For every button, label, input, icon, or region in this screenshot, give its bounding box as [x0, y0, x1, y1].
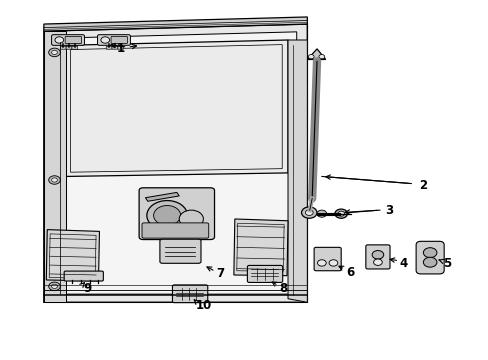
Text: 3: 3 [385, 204, 393, 217]
FancyBboxPatch shape [52, 35, 84, 45]
FancyBboxPatch shape [64, 271, 103, 281]
FancyBboxPatch shape [142, 223, 208, 238]
Circle shape [55, 37, 63, 43]
Circle shape [317, 260, 325, 266]
FancyBboxPatch shape [111, 36, 127, 44]
Circle shape [316, 210, 326, 217]
FancyBboxPatch shape [247, 265, 282, 283]
Polygon shape [145, 192, 179, 201]
Circle shape [52, 284, 57, 288]
Circle shape [52, 178, 57, 182]
Polygon shape [233, 219, 287, 276]
Text: 6: 6 [346, 266, 354, 279]
Polygon shape [44, 31, 65, 302]
Circle shape [301, 207, 316, 218]
Circle shape [318, 54, 324, 59]
Circle shape [101, 37, 109, 43]
Circle shape [328, 260, 337, 266]
Polygon shape [287, 40, 307, 302]
FancyBboxPatch shape [106, 46, 112, 49]
FancyBboxPatch shape [118, 46, 123, 49]
Circle shape [179, 210, 203, 228]
Text: 1: 1 [117, 42, 125, 55]
Text: 5: 5 [443, 257, 451, 270]
Circle shape [373, 259, 382, 265]
FancyBboxPatch shape [112, 46, 118, 49]
FancyBboxPatch shape [66, 46, 72, 49]
FancyBboxPatch shape [97, 35, 130, 45]
Circle shape [305, 210, 312, 215]
FancyBboxPatch shape [172, 285, 207, 303]
FancyBboxPatch shape [65, 36, 81, 44]
Circle shape [49, 282, 60, 291]
Polygon shape [307, 49, 325, 59]
Polygon shape [56, 32, 296, 294]
Polygon shape [46, 230, 99, 281]
Polygon shape [65, 40, 287, 176]
Circle shape [52, 50, 57, 54]
FancyBboxPatch shape [415, 241, 443, 274]
FancyBboxPatch shape [72, 46, 78, 49]
Text: 7: 7 [216, 267, 224, 280]
Polygon shape [44, 24, 307, 302]
Text: 2: 2 [418, 179, 427, 192]
Text: 8: 8 [279, 282, 287, 294]
Text: 4: 4 [399, 257, 407, 270]
Circle shape [337, 211, 344, 216]
Circle shape [334, 209, 347, 218]
Circle shape [153, 206, 180, 225]
Circle shape [423, 257, 436, 267]
FancyBboxPatch shape [60, 46, 66, 49]
Circle shape [308, 54, 313, 59]
Text: 10: 10 [195, 299, 211, 312]
Text: 9: 9 [83, 282, 91, 294]
FancyBboxPatch shape [313, 247, 341, 271]
Circle shape [49, 48, 60, 57]
Circle shape [423, 248, 436, 258]
Circle shape [371, 251, 383, 259]
FancyBboxPatch shape [160, 239, 201, 263]
FancyBboxPatch shape [365, 245, 389, 269]
Circle shape [49, 176, 60, 184]
FancyBboxPatch shape [139, 188, 214, 239]
Circle shape [146, 201, 187, 230]
Polygon shape [44, 17, 307, 31]
